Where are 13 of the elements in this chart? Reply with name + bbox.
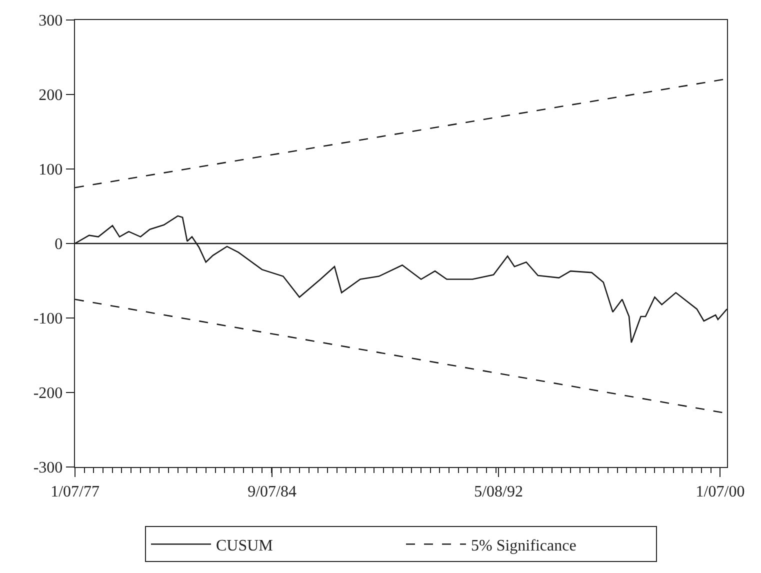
legend-label: 5% Significance — [471, 537, 576, 554]
y-tick-label: 200 — [38, 87, 63, 104]
legend-label: CUSUM — [216, 537, 273, 554]
x-tick-label: 1/07/77 — [50, 483, 100, 500]
y-tick-label: 300 — [38, 12, 63, 30]
y-tick-label: -300 — [33, 460, 63, 477]
y-tick-label: -200 — [33, 385, 63, 402]
y-tick-label: -100 — [33, 310, 63, 328]
x-tick-label: 9/07/84 — [248, 483, 296, 500]
x-tick-label: 1/07/00 — [696, 483, 745, 500]
y-tick-label: 100 — [38, 162, 63, 179]
y-tick-label: 0 — [54, 236, 63, 254]
x-tick-label: 5/08/92 — [474, 483, 523, 500]
